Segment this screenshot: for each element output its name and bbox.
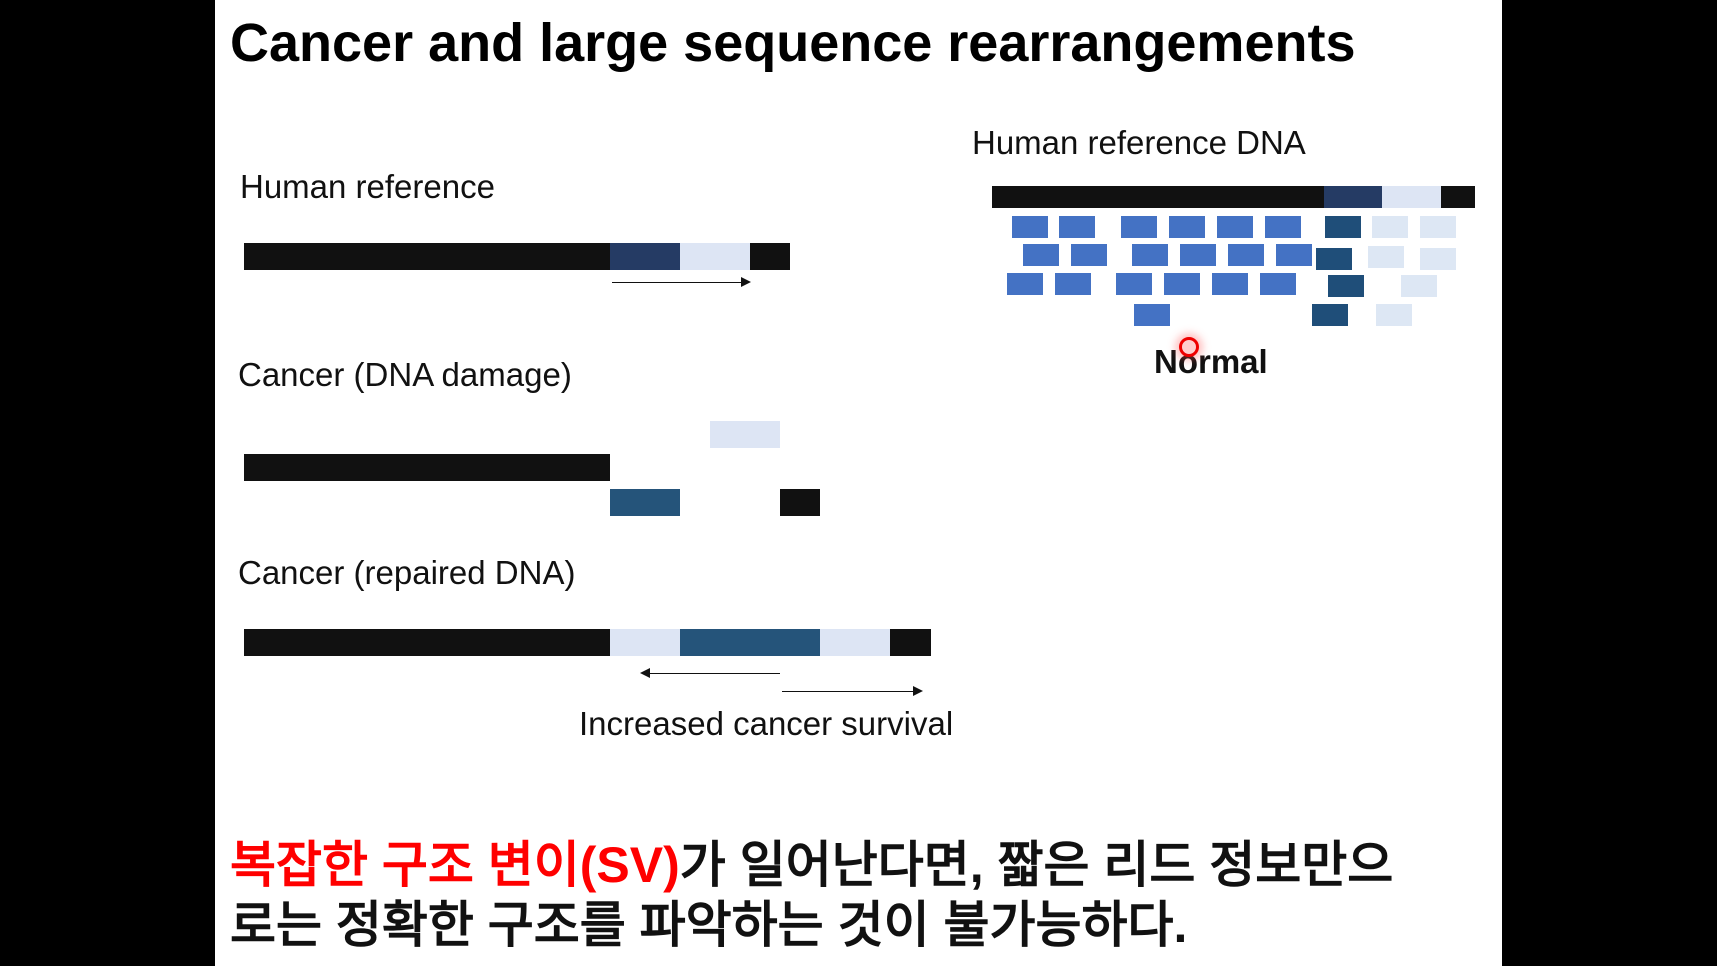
slide-title: Cancer and large sequence rearrangements <box>230 13 1356 73</box>
read <box>1228 244 1264 266</box>
survival-label: Increased cancer survival <box>579 705 954 742</box>
read <box>1212 273 1248 295</box>
read <box>1121 216 1157 238</box>
read <box>1116 273 1152 295</box>
read <box>1376 304 1412 326</box>
reference-forward-arrow <box>612 277 751 287</box>
damage-blue-fragment <box>610 489 680 516</box>
repaired-light-segment-2 <box>820 629 890 656</box>
read <box>1132 244 1168 266</box>
read <box>1164 273 1200 295</box>
read <box>1316 248 1352 270</box>
read <box>1401 275 1437 297</box>
damage-light-fragment <box>710 421 780 448</box>
reference-end-segment <box>750 243 790 270</box>
reference-light-segment <box>680 243 750 270</box>
summary-note-line2: 로는 정확한 구조를 파악하는 것이 불가능하다. <box>230 897 1188 953</box>
read <box>1265 216 1301 238</box>
read <box>1059 216 1095 238</box>
pointer-highlight <box>1179 337 1199 357</box>
repaired-light-segment-1 <box>610 629 680 656</box>
dna-dark-segment <box>1324 186 1382 208</box>
human-reference-label: Human reference <box>240 168 495 205</box>
read <box>1372 216 1408 238</box>
summary-note-line1-rest: 가 일어난다면, 짧은 리드 정보만으 <box>679 837 1394 893</box>
repaired-blue-segment <box>680 629 820 656</box>
reference-dna-label: Human reference DNA <box>972 124 1306 161</box>
read <box>1007 273 1043 295</box>
normal-label: Normal <box>1154 343 1268 380</box>
repaired-reverse-arrow <box>640 668 780 678</box>
repaired-black-segment <box>244 629 610 656</box>
summary-note-highlight: 복잡한 구조 변이(SV) <box>230 837 680 893</box>
read <box>1368 246 1404 268</box>
read <box>1023 244 1059 266</box>
summary-note-line1: 복잡한 구조 변이(SV)가 일어난다면, 짧은 리드 정보만으 <box>230 835 1393 895</box>
read <box>1276 244 1312 266</box>
summary-note: 복잡한 구조 변이(SV)가 일어난다면, 짧은 리드 정보만으 로는 정확한 … <box>230 835 1393 955</box>
dna-light-segment <box>1382 186 1441 208</box>
dna-black-segment <box>992 186 1324 208</box>
cancer-damage-label: Cancer (DNA damage) <box>238 356 572 393</box>
repaired-forward-arrow <box>782 686 923 696</box>
read <box>1134 304 1170 326</box>
read <box>1420 216 1456 238</box>
read <box>1055 273 1091 295</box>
slide: Cancer and large sequence rearrangements… <box>215 0 1502 966</box>
read <box>1260 273 1296 295</box>
read <box>1420 248 1456 270</box>
reference-dark-segment <box>610 243 680 270</box>
read <box>1071 244 1107 266</box>
repaired-end-segment <box>890 629 931 656</box>
read <box>1217 216 1253 238</box>
read <box>1328 275 1364 297</box>
read <box>1012 216 1048 238</box>
damage-black-segment <box>244 454 610 481</box>
read <box>1312 304 1348 326</box>
read <box>1180 244 1216 266</box>
read <box>1325 216 1361 238</box>
cancer-repaired-label: Cancer (repaired DNA) <box>238 554 576 591</box>
read <box>1169 216 1205 238</box>
damage-black-fragment <box>780 489 820 516</box>
dna-end-segment <box>1441 186 1475 208</box>
reference-black-segment <box>244 243 610 270</box>
